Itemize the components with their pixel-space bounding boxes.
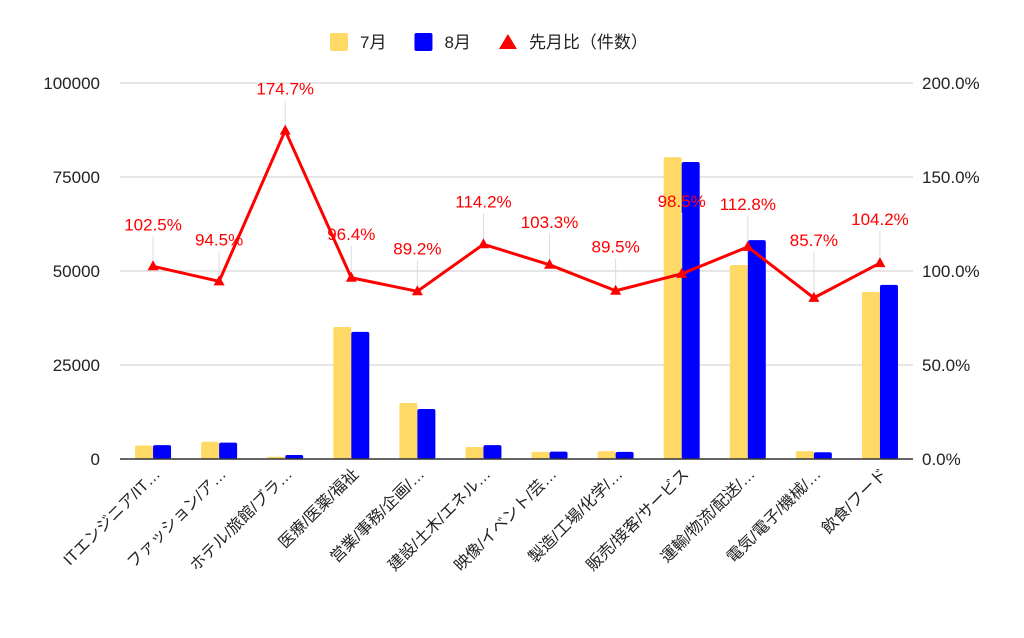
legend-triangle-icon <box>498 34 517 49</box>
bar-jul <box>399 402 418 459</box>
legend-label: 7月 <box>360 33 386 52</box>
right-axis-tick-label: 50.0% <box>922 356 970 375</box>
ratio-data-label: 98.5% <box>658 192 706 211</box>
gridlines <box>120 82 913 366</box>
bar-aug <box>549 451 568 459</box>
legend-swatch <box>330 33 348 51</box>
ratio-point-marker <box>477 238 489 249</box>
ratio-data-label: 112.8% <box>720 195 776 214</box>
legend: 7月 8月 先月比（件数） <box>330 33 648 52</box>
ratio-point-marker <box>874 257 886 268</box>
ratio-point-marker <box>279 124 291 135</box>
ratio-data-label: 102.5% <box>124 215 182 234</box>
legend-swatch <box>414 33 433 51</box>
left-axis-tick-label: 50000 <box>53 262 100 281</box>
bar-jul <box>795 451 814 459</box>
bar-jul <box>201 441 220 459</box>
legend-label: 先月比（件数） <box>529 33 648 52</box>
bar-jul <box>465 446 484 459</box>
axes: 0 25000 50000 75000 100000 0.0% 50.0% 100.0% 150… <box>43 74 979 575</box>
ratio-line: 102.5% 94.5% 174.7% 96.4% 89.2% 114.2% 103.3% 8… <box>124 80 909 302</box>
ratio-point-marker <box>544 258 556 269</box>
bar-jul <box>135 445 154 459</box>
left-axis-tick-label: 75000 <box>53 168 100 187</box>
bar-aug <box>285 455 304 459</box>
bar-aug <box>879 284 898 459</box>
ratio-data-label: 89.2% <box>393 239 441 258</box>
bar-aug <box>417 408 436 459</box>
bar-jul <box>861 292 880 459</box>
ratio-point-marker <box>213 275 225 286</box>
ratio-data-label: 114.2% <box>455 192 511 211</box>
ratio-data-label: 96.4% <box>327 225 375 244</box>
x-axis-category-label: 飲食/フード <box>818 465 890 537</box>
bar-aug <box>483 445 502 459</box>
ratio-point-marker <box>610 284 622 295</box>
bars <box>135 157 898 459</box>
bar-jul <box>597 451 616 459</box>
ratio-point-marker <box>676 267 688 278</box>
bar-jul <box>531 451 550 459</box>
bar-jul <box>663 157 682 459</box>
left-axis-tick-label: 25000 <box>53 356 100 375</box>
ratio-point-marker <box>742 240 754 251</box>
left-axis-tick-label: 100000 <box>43 74 100 93</box>
ratio-point-marker <box>808 291 820 302</box>
ratio-data-label: 94.5% <box>195 230 243 249</box>
right-axis-tick-label: 0.0% <box>922 450 961 469</box>
left-axis-tick-label: 0 <box>91 450 100 469</box>
ratio-point-marker <box>345 271 357 282</box>
ratio-point-marker <box>411 285 423 296</box>
ratio-point-marker <box>147 260 159 271</box>
ratio-series-line <box>152 129 881 300</box>
ratio-data-label: 89.5% <box>592 238 640 257</box>
ratio-data-label: 104.2% <box>851 210 909 229</box>
right-axis-tick-label: 100.0% <box>922 262 980 281</box>
legend-label: 8月 <box>444 33 470 52</box>
ratio-data-label: 174.7% <box>256 80 314 99</box>
bar-jul <box>333 327 352 459</box>
bar-aug <box>351 331 370 459</box>
ratio-data-label: 103.3% <box>521 213 579 232</box>
bar-aug <box>615 451 634 459</box>
ratio-data-label: 85.7% <box>790 231 838 250</box>
right-axis-tick-label: 150.0% <box>922 168 980 187</box>
bar-aug <box>681 161 700 459</box>
bar-aug <box>747 240 766 459</box>
right-axis-tick-label: 200.0% <box>922 74 980 93</box>
bar-aug <box>813 452 832 459</box>
bar-aug <box>153 445 172 459</box>
bar-aug <box>219 442 238 459</box>
bar-jul <box>729 264 748 459</box>
